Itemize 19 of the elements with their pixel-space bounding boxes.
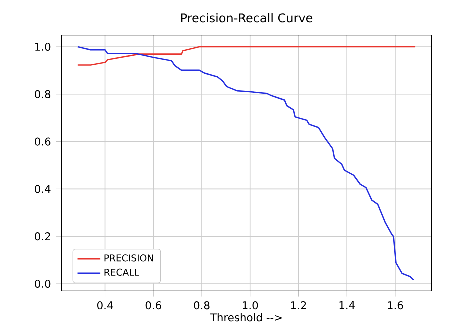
y-tick-label: 0.8 xyxy=(35,90,51,98)
x-tick-label: 0.6 xyxy=(146,302,162,310)
x-tick-label: 1.0 xyxy=(243,302,258,310)
chart-title: Precision-Recall Curve xyxy=(181,13,313,23)
x-tick-label: 0.4 xyxy=(97,302,114,310)
y-tick-label: 0.6 xyxy=(35,138,51,146)
line-series xyxy=(77,46,415,281)
legend-label: RECALL xyxy=(104,268,140,276)
y-tick-label: 0.0 xyxy=(35,280,51,288)
x-tick-label: 0.8 xyxy=(194,302,210,310)
y-tick-label: 0.4 xyxy=(35,185,51,194)
line-series xyxy=(77,46,416,66)
x-tick-label: 1.4 xyxy=(340,302,355,310)
legend-label: PRECISION xyxy=(104,254,154,262)
y-tick-label: 0.2 xyxy=(35,232,50,241)
y-tick-label: 1.0 xyxy=(36,42,51,52)
x-axis-title: Threshold --> xyxy=(210,313,282,322)
x-tick-label: 1.6 xyxy=(388,302,404,310)
x-tick-label: 1.2 xyxy=(291,302,306,310)
